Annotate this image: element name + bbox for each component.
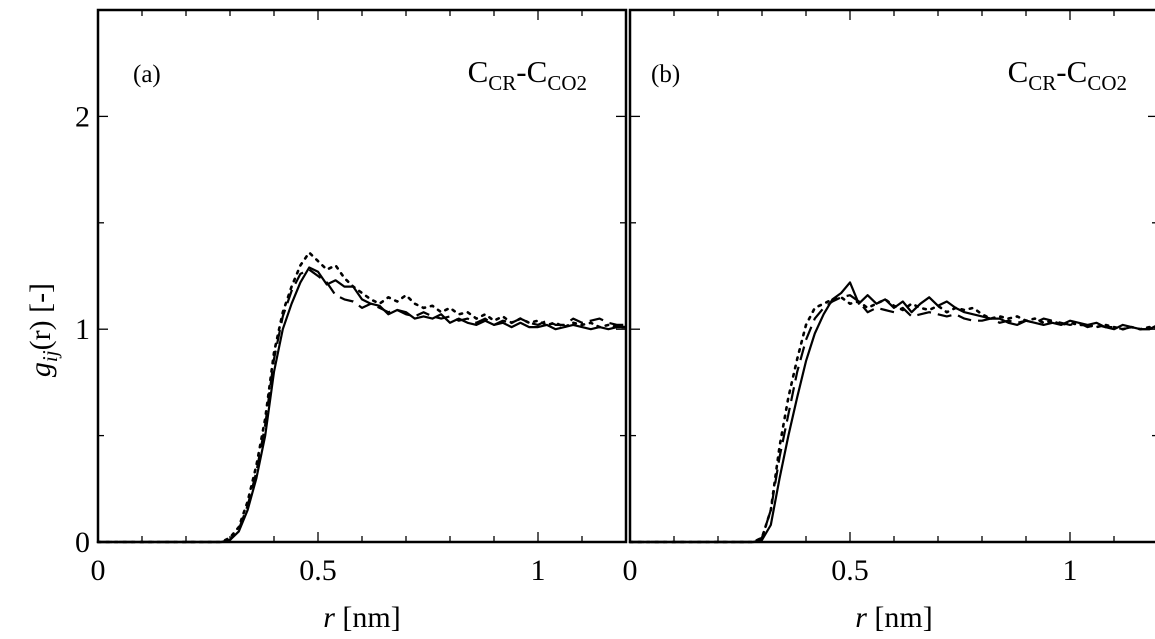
panel-b-x-tick-label: 1 bbox=[1063, 554, 1078, 587]
panel-a-series-dashed bbox=[98, 268, 626, 544]
panel-b-label: (b) bbox=[651, 61, 680, 88]
panel-a-y-tick-label: 0 bbox=[75, 526, 90, 559]
panel-b-annotation: CCR-CCO2 bbox=[1008, 54, 1127, 95]
panel-a: 0 0.5 1 0 1 2 (a) CCR-CCO2 r [nm] bbox=[75, 8, 628, 634]
panel-b-x-axis-label: r [nm] bbox=[855, 601, 933, 634]
panel-b: 0 0.5 1 (b) CCR-CCO2 r [nm] bbox=[623, 8, 1155, 634]
panel-a-x-axis-label: r [nm] bbox=[323, 601, 401, 634]
panel-a-x-tick-label: 0 bbox=[91, 554, 106, 587]
panel-b-x-tick-label: 0.5 bbox=[831, 554, 869, 587]
panel-b-x-tick-label: 0 bbox=[623, 554, 638, 587]
panel-b-tick-labels: 0 0.5 1 bbox=[623, 554, 1078, 587]
panel-a-tick-labels: 0 0.5 1 0 1 2 bbox=[75, 100, 546, 587]
panel-b-ticks bbox=[630, 10, 1155, 542]
panel-a-frame bbox=[96, 8, 628, 544]
panel-a-annotation: CCR-CCO2 bbox=[468, 54, 587, 95]
y-axis-label: gij(r) [-] bbox=[24, 283, 62, 377]
panel-a-y-tick-label: 2 bbox=[75, 100, 90, 133]
panel-b-series-dotted bbox=[628, 295, 1155, 544]
panel-b-series-dashed bbox=[630, 294, 1155, 544]
panel-a-x-tick-label: 1 bbox=[531, 554, 546, 587]
panel-a-series-dotted bbox=[96, 251, 628, 544]
panel-a-x-tick-label: 0.5 bbox=[299, 554, 337, 587]
panel-a-series-solid bbox=[98, 266, 626, 544]
panel-b-series bbox=[628, 281, 1155, 544]
panel-b-frame bbox=[628, 8, 1155, 544]
panel-a-label: (a) bbox=[133, 61, 161, 88]
panel-b-series-solid bbox=[630, 281, 1155, 544]
panel-a-y-tick-label: 1 bbox=[75, 313, 90, 346]
panel-a-series bbox=[96, 251, 628, 544]
